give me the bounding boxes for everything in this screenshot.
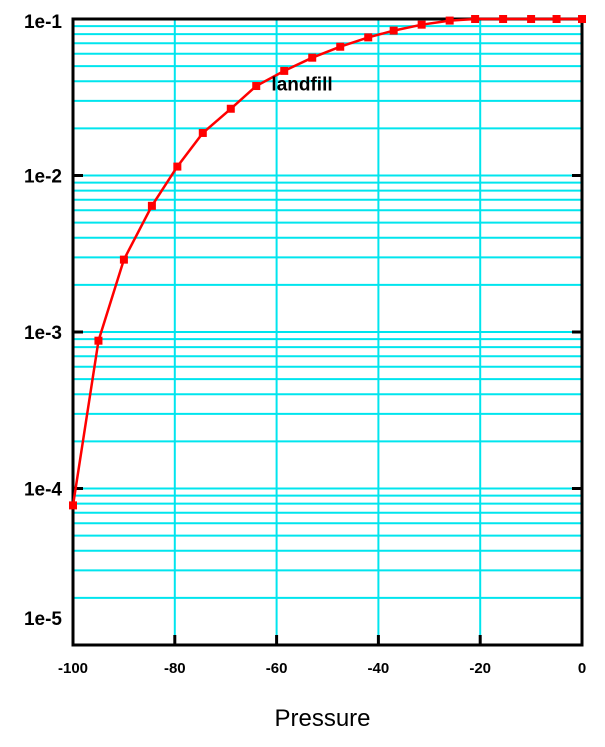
x-axis-label: Pressure xyxy=(274,705,370,732)
data-point xyxy=(252,82,261,91)
data-point xyxy=(147,201,156,210)
x-tick-label: 0 xyxy=(578,660,586,677)
y-tick-label: 1e-3 xyxy=(24,323,62,344)
y-tick-label: 1e-5 xyxy=(24,609,62,630)
data-point xyxy=(280,66,289,75)
data-point xyxy=(173,162,182,171)
grid-lines xyxy=(72,19,583,646)
data-point xyxy=(69,501,77,510)
data-point xyxy=(364,33,373,42)
x-tick-label: -20 xyxy=(469,660,491,677)
data-point xyxy=(389,26,398,35)
data-point xyxy=(552,15,561,23)
x-tick-label: -40 xyxy=(368,660,390,677)
x-tick-labels: -100 -80 -60 -40 -20 0 xyxy=(58,660,586,677)
data-point xyxy=(445,16,454,25)
y-tick-label: 1e-4 xyxy=(24,480,62,501)
data-point xyxy=(417,20,426,29)
data-point xyxy=(198,128,207,137)
annotation-label: landfill xyxy=(271,74,332,95)
x-tick-label: -100 xyxy=(58,660,88,677)
data-point xyxy=(499,15,508,23)
axis-ticks xyxy=(71,17,584,647)
data-point xyxy=(226,104,235,113)
data-point xyxy=(578,15,586,23)
x-tick-label: -60 xyxy=(266,660,288,677)
series-line xyxy=(71,17,582,506)
series-markers xyxy=(69,15,586,510)
annotations: landfill xyxy=(271,74,332,95)
y-tick-labels: 1e-5 1e-4 1e-3 1e-2 1e-1 xyxy=(24,12,62,630)
data-point xyxy=(527,15,536,23)
data-point xyxy=(119,255,128,264)
data-point xyxy=(94,336,103,345)
data-point xyxy=(308,53,317,62)
y-tick-label: 1e-2 xyxy=(24,167,62,188)
y-tick-label: 1e-1 xyxy=(24,12,62,33)
x-tick-label: -80 xyxy=(164,660,186,677)
data-point xyxy=(336,42,345,51)
data-point xyxy=(471,15,480,23)
